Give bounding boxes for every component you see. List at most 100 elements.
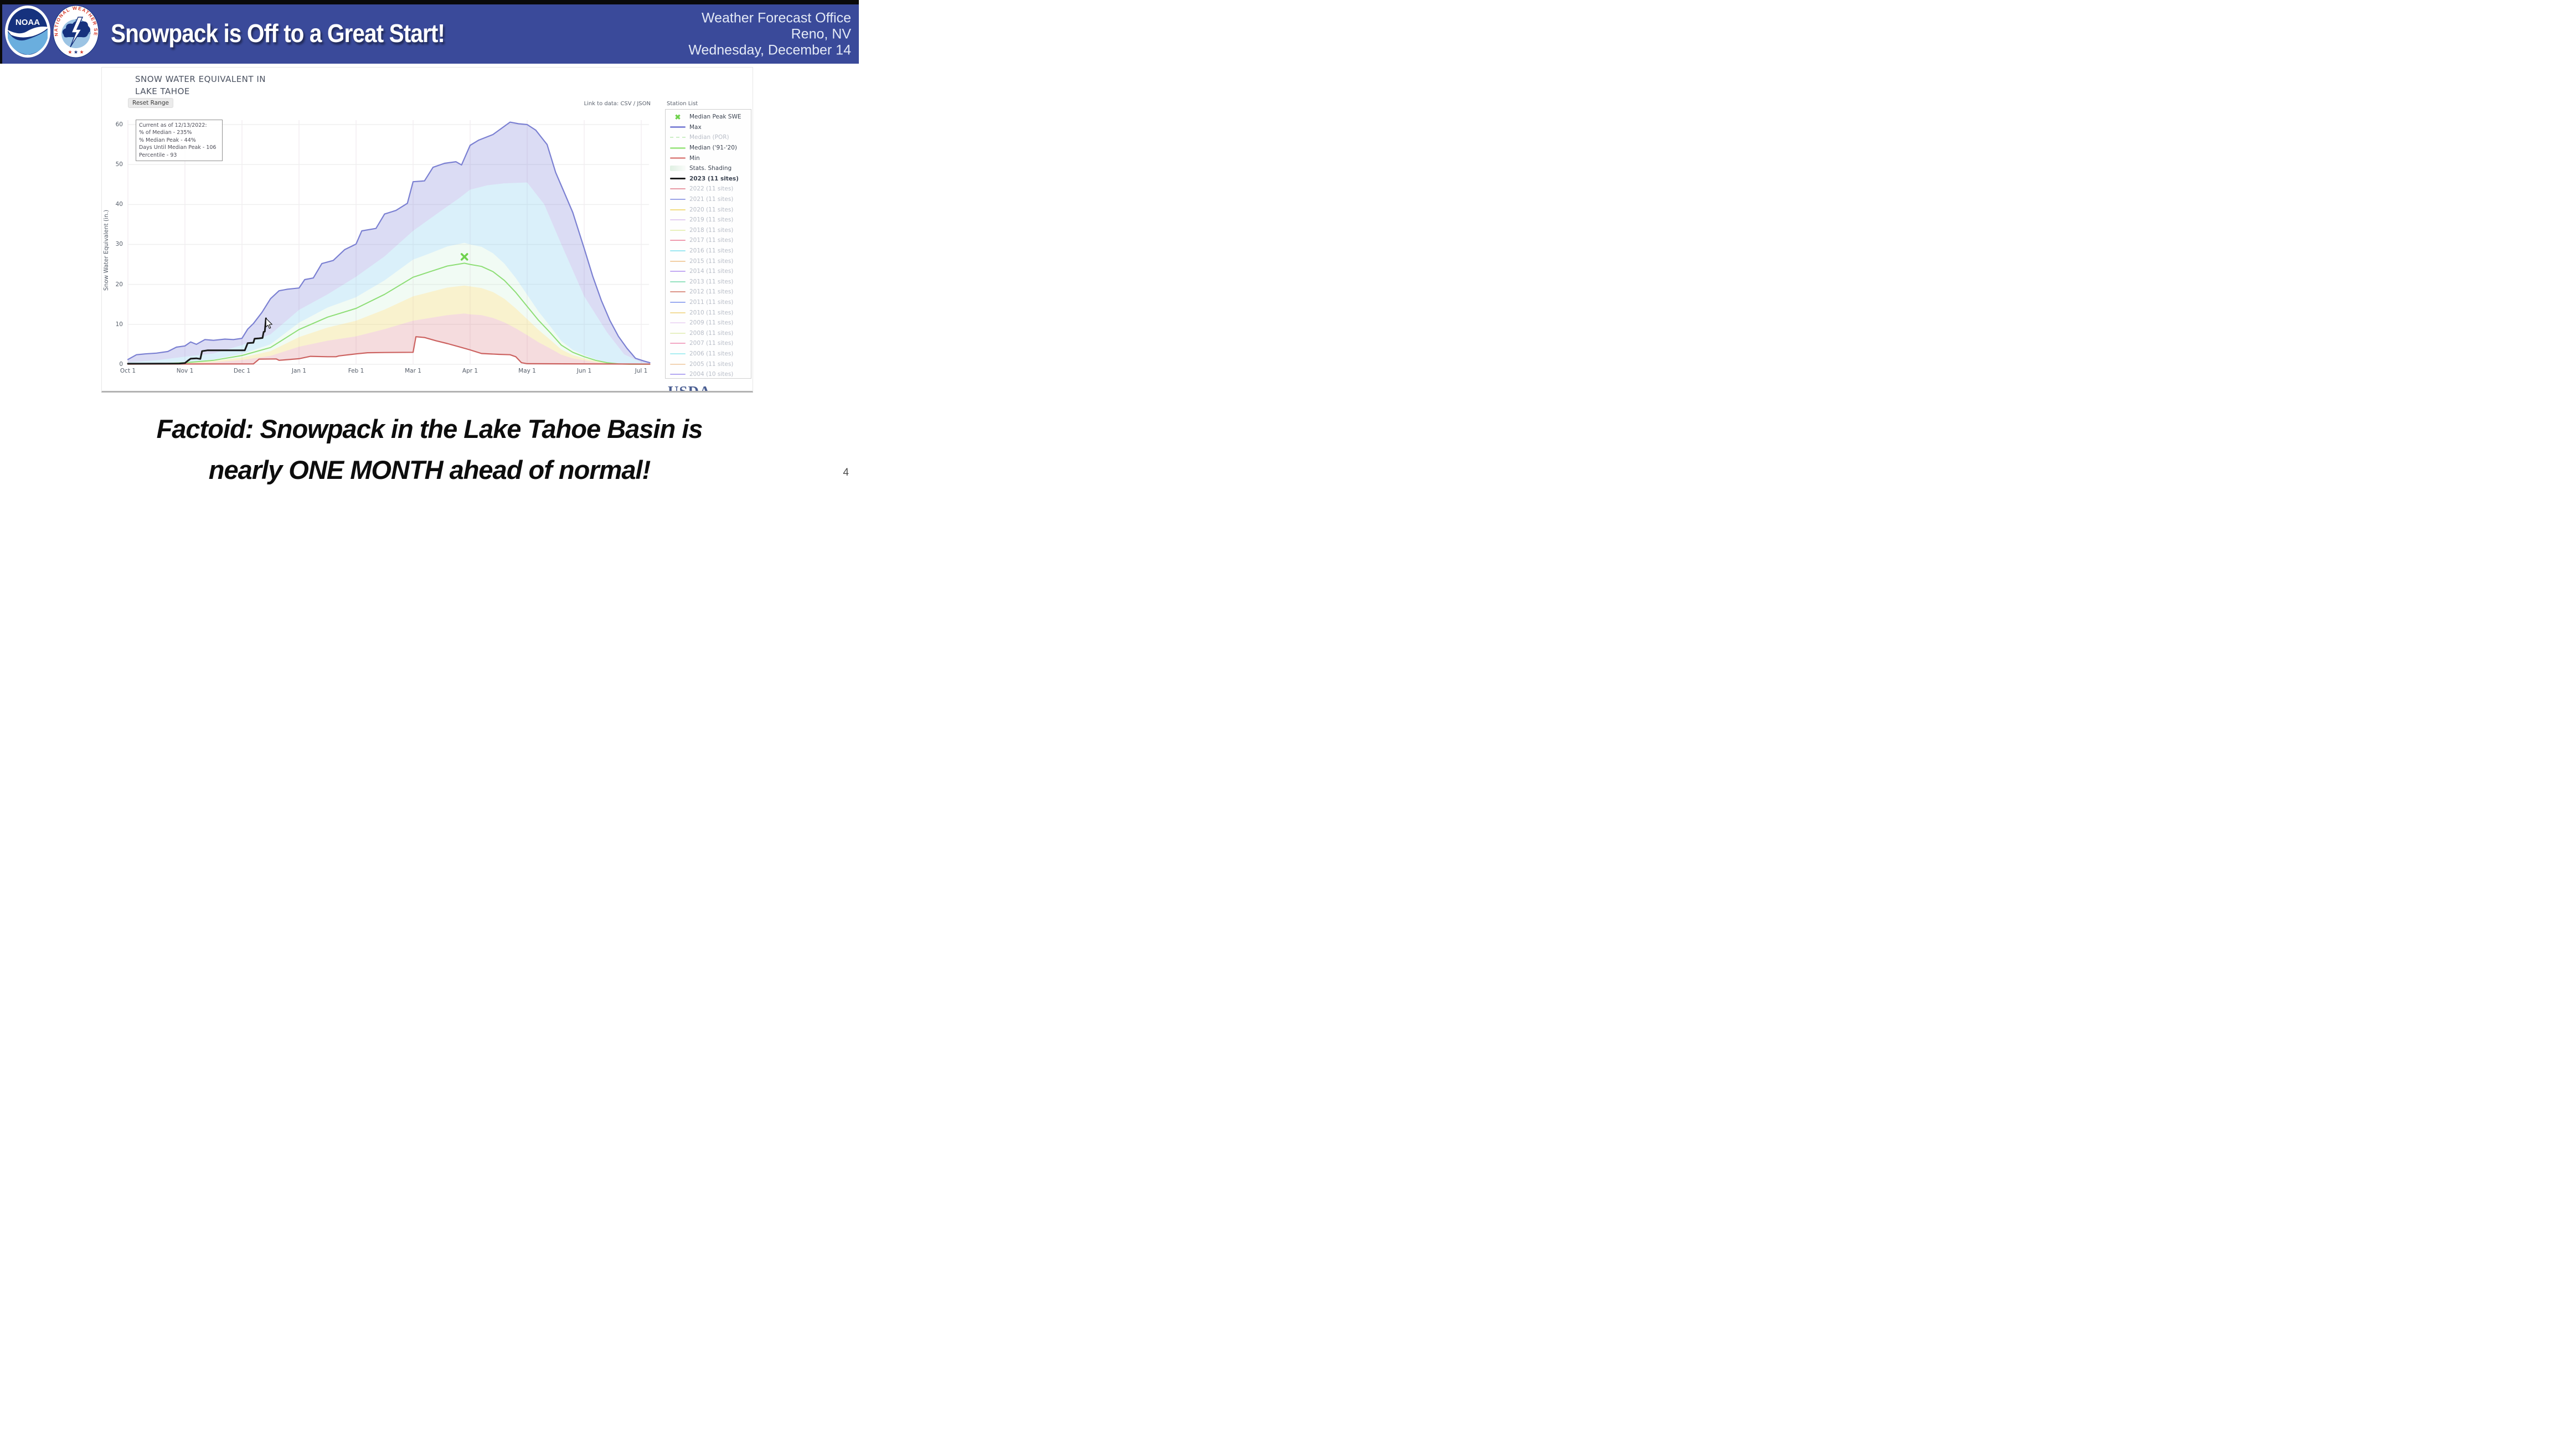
legend-item-2014[interactable]: 2014 (11 sites) [670, 266, 748, 277]
legend-swatch-icon [670, 363, 686, 365]
legend-label: 2016 (11 sites) [689, 247, 734, 255]
station-list-legend[interactable]: ✖ Median Peak SWE Max Median (POR) Median ('… [665, 109, 751, 379]
legend-item-2008[interactable]: 2008 (11 sites) [670, 328, 748, 338]
top-black-bar [0, 0, 859, 4]
legend-swatch-icon [670, 157, 686, 159]
legend-item-min[interactable]: Min [670, 153, 748, 163]
legend-item-2017[interactable]: 2017 (11 sites) [670, 235, 748, 246]
swe-chart-panel: SNOW WATER EQUIVALENT IN LAKE TAHOE Rese… [101, 67, 753, 393]
y-tick-10: 10 [115, 321, 123, 328]
nws-stars: ★ ★ ★ [68, 49, 84, 55]
legend-item-median[interactable]: ✖ Median Peak SWE [670, 112, 748, 122]
legend-item-2006[interactable]: 2006 (11 sites) [670, 349, 748, 359]
legend-label: 2010 (11 sites) [689, 309, 734, 316]
legend-item-2013[interactable]: 2013 (11 sites) [670, 277, 748, 287]
x-tick-jun1: Jun 1 [576, 368, 592, 374]
link-to-data[interactable]: Link to data: CSV / JSON [584, 101, 651, 107]
legend-item-max[interactable]: Max [670, 122, 748, 133]
legend-item-median[interactable]: Median ('91-'20) [670, 143, 748, 153]
legend-label: 2022 (11 sites) [689, 185, 734, 193]
legend-label: Median Peak SWE [689, 113, 741, 121]
legend-label: 2023 (11 sites) [689, 175, 739, 182]
legend-item-stats[interactable]: Stats. Shading [670, 163, 748, 174]
factoid-line-2: nearly ONE MONTH ahead of normal! [208, 455, 651, 485]
legend-swatch-icon [670, 291, 686, 293]
legend-label: 2017 (11 sites) [689, 237, 734, 244]
x-tick-feb1: Feb 1 [348, 368, 364, 374]
legend-swatch-icon [670, 188, 686, 190]
legend-label: 2013 (11 sites) [689, 278, 734, 285]
legend-swatch-icon [670, 178, 686, 180]
legend-item-2011[interactable]: 2011 (11 sites) [670, 297, 748, 308]
office-name: Weather Forecast Office [701, 10, 851, 25]
legend-label: 2008 (11 sites) [689, 329, 734, 337]
legend-item-2004[interactable]: 2004 (10 sites) [670, 369, 748, 378]
legend-label: 2006 (11 sites) [689, 350, 734, 357]
y-tick-50: 50 [115, 161, 123, 168]
banner-left-edge [0, 4, 2, 64]
legend-item-2018[interactable]: 2018 (11 sites) [670, 225, 748, 236]
legend-swatch-icon [670, 312, 686, 313]
legend-swatch-icon [670, 137, 686, 138]
legend-label: 2011 (11 sites) [689, 298, 734, 306]
legend-swatch-icon [670, 260, 686, 262]
legend-label: 2014 (11 sites) [689, 268, 734, 275]
legend-label: 2020 (11 sites) [689, 206, 734, 213]
legend-item-2010[interactable]: 2010 (11 sites) [670, 307, 748, 318]
legend-item-2021[interactable]: 2021 (11 sites) [670, 194, 748, 205]
legend-swatch-icon [670, 166, 686, 172]
reset-range-button[interactable]: Reset Range [128, 98, 173, 108]
current-status-annotation: Current as of 12/13/2022: % of Median - … [136, 120, 223, 162]
legend-swatch-icon [670, 250, 686, 252]
y-tick-20: 20 [115, 281, 123, 288]
x-tick-dec1: Dec 1 [233, 368, 251, 374]
legend-item-2012[interactable]: 2012 (11 sites) [670, 287, 748, 297]
y-tick-60: 60 [115, 121, 123, 128]
x-tick-mar1: Mar 1 [405, 368, 421, 374]
legend-label: 2015 (11 sites) [689, 257, 734, 265]
legend-item-2019[interactable]: 2019 (11 sites) [670, 215, 748, 225]
office-info: Weather Forecast Office Reno, NV Wednesd… [688, 10, 851, 58]
legend-item-2016[interactable]: 2016 (11 sites) [670, 246, 748, 256]
chart-title: SNOW WATER EQUIVALENT IN LAKE TAHOE [135, 74, 266, 96]
legend-item-2020[interactable]: 2020 (11 sites) [670, 204, 748, 215]
legend-swatch-icon [670, 199, 686, 200]
legend-swatch-icon [670, 374, 686, 375]
legend-label: 2019 (11 sites) [689, 216, 734, 224]
nws-logo-icon: NATIONAL WEATHER SERVICE ★ ★ ★ [50, 1, 99, 58]
legend-label: 2021 (11 sites) [689, 196, 734, 203]
factoid-line-1: Factoid: Snowpack in the Lake Tahoe Basi… [156, 414, 703, 443]
legend-swatch-icon [670, 219, 686, 221]
legend-item-2005[interactable]: 2005 (11 sites) [670, 359, 748, 369]
y-tick-30: 30 [115, 241, 123, 248]
factoid-text: Factoid: Snowpack in the Lake Tahoe Basi… [0, 409, 859, 491]
legend-item-2023[interactable]: 2023 (11 sites) [670, 174, 748, 184]
legend-item-2015[interactable]: 2015 (11 sites) [670, 256, 748, 266]
legend-swatch-icon [670, 353, 686, 354]
legend-item-2022[interactable]: 2022 (11 sites) [670, 184, 748, 194]
noaa-logo-icon: NOAA [4, 5, 51, 58]
legend-item-2007[interactable]: 2007 (11 sites) [670, 338, 748, 349]
legend-swatch-icon [670, 209, 686, 210]
legend-swatch-icon [670, 147, 686, 149]
legend-swatch-icon [670, 229, 686, 231]
usda-logo: USDA [668, 383, 711, 393]
x-tick-apr1: Apr 1 [462, 368, 478, 374]
header-banner: NOAA NATIONAL WEATHER SERVICE ★ ★ ★ Snow… [0, 1, 859, 64]
swe-plot-area[interactable] [102, 68, 753, 393]
y-axis-title: Snow Water Equivalent (in.) [103, 209, 110, 291]
noaa-logo-text: NOAA [16, 18, 40, 27]
x-tick-jan1: Jan 1 [291, 368, 307, 374]
legend-swatch-icon [670, 332, 686, 334]
legend-label: 2018 (11 sites) [689, 226, 734, 234]
legend-item-median[interactable]: Median (POR) [670, 132, 748, 143]
legend-swatch-icon [670, 343, 686, 344]
x-tick-nov1: Nov 1 [176, 368, 194, 374]
legend-swatch-icon [670, 281, 686, 282]
y-tick-40: 40 [115, 201, 123, 208]
legend-swatch-icon: ✖ [674, 112, 681, 121]
legend-item-2009[interactable]: 2009 (11 sites) [670, 318, 748, 328]
legend-label: 2012 (11 sites) [689, 288, 734, 296]
slide: NOAA NATIONAL WEATHER SERVICE ★ ★ ★ Snow… [0, 0, 859, 485]
legend-swatch-icon [670, 322, 686, 324]
